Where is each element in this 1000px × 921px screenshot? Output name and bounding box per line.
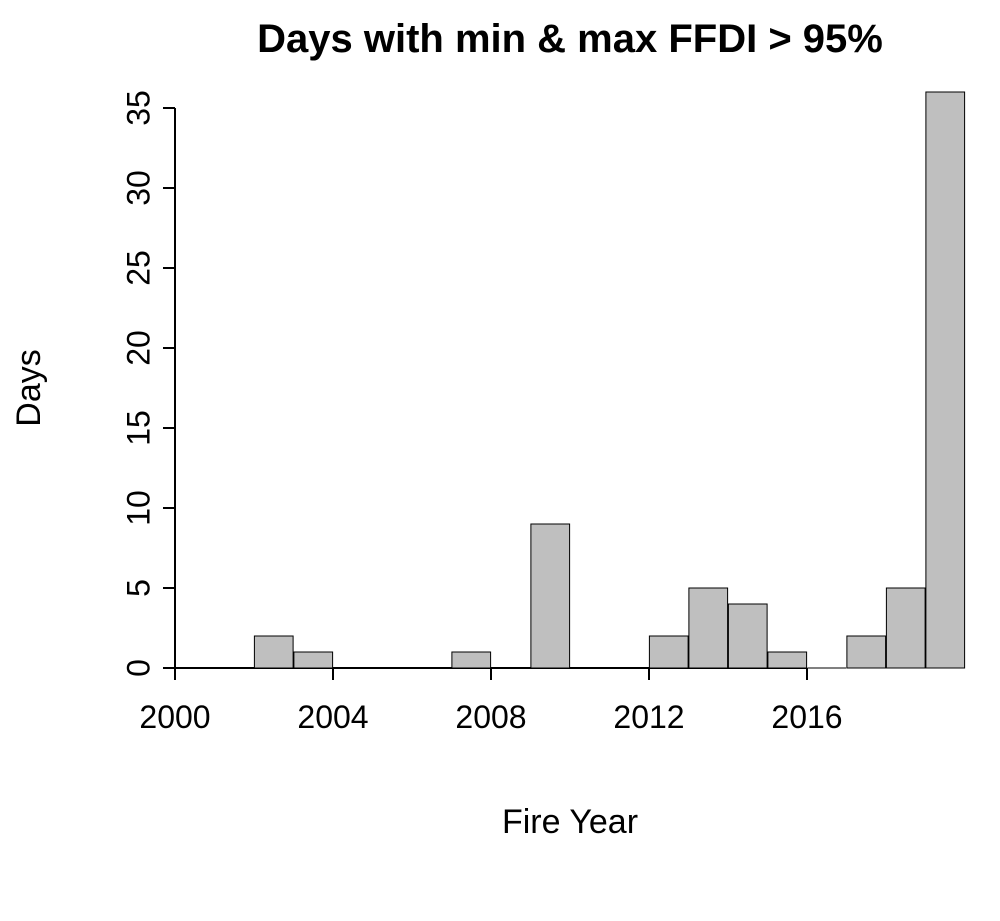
- x-tick-label: 2016: [771, 699, 842, 735]
- y-tick-label: 5: [120, 579, 156, 597]
- bar: [847, 636, 886, 668]
- bar: [689, 588, 728, 668]
- y-tick-label: 10: [120, 490, 156, 526]
- y-tick-label: 20: [120, 330, 156, 366]
- x-tick-label: 2004: [297, 699, 368, 735]
- y-tick-label: 30: [120, 170, 156, 206]
- bar: [452, 652, 491, 668]
- x-tick-label: 2012: [613, 699, 684, 735]
- chart-container: Days with min & max FFDI > 95% Days Fire…: [0, 0, 1000, 921]
- y-tick-label: 35: [120, 90, 156, 126]
- bar: [254, 636, 293, 668]
- bar: [294, 652, 333, 668]
- y-tick-label: 15: [120, 410, 156, 446]
- bar: [728, 604, 767, 668]
- y-tick-label: 0: [120, 659, 156, 677]
- x-tick-label: 2000: [139, 699, 210, 735]
- chart-background: [0, 0, 1000, 921]
- bar-chart-svg: Days with min & max FFDI > 95% Days Fire…: [0, 0, 1000, 921]
- x-tick-label: 2008: [455, 699, 526, 735]
- y-axis-label: Days: [10, 349, 48, 426]
- bar: [768, 652, 807, 668]
- chart-title: Days with min & max FFDI > 95%: [257, 17, 883, 61]
- bar: [531, 524, 570, 668]
- y-tick-label: 25: [120, 250, 156, 286]
- x-axis-label: Fire Year: [502, 803, 638, 841]
- bar: [649, 636, 688, 668]
- bar: [926, 92, 965, 668]
- bar: [886, 588, 925, 668]
